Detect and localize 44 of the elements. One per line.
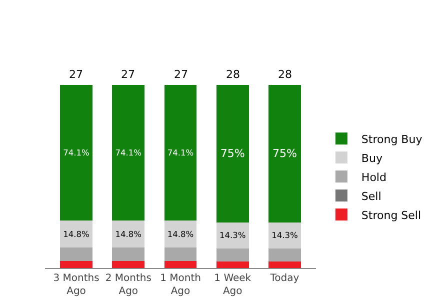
annotation: 28	[278, 68, 292, 81]
bar	[60, 85, 92, 221]
bar	[112, 261, 145, 268]
x-tick-label: Today	[269, 273, 300, 284]
bar	[164, 261, 197, 268]
bar	[216, 222, 249, 248]
data-label: 14.3%	[272, 230, 298, 240]
legend-label: Hold	[361, 170, 386, 184]
annotation: 27	[121, 68, 135, 81]
bar	[60, 248, 92, 262]
annotation: 27	[69, 68, 83, 81]
annotation: 28	[226, 68, 240, 81]
bar	[268, 85, 301, 222]
annotation: 27	[174, 68, 188, 81]
bar	[60, 261, 92, 268]
bar	[60, 220, 92, 248]
x-tick-label: 2 Months Ago	[105, 273, 152, 297]
data-label: 75%	[220, 147, 245, 160]
legend-label: Buy	[361, 152, 383, 165]
data-label: 75%	[272, 147, 297, 160]
legend-label: Strong Buy	[361, 132, 423, 146]
data-label: 14.8%	[63, 228, 90, 239]
legend-label: Sell	[361, 190, 382, 203]
bar	[164, 85, 197, 221]
x-tick-label: 1 Week Ago	[214, 273, 252, 297]
bar	[112, 220, 145, 248]
x-tick-label: 1 Month Ago	[160, 273, 201, 297]
bar	[112, 248, 145, 262]
data-label: 14.8%	[115, 228, 142, 239]
x-tick-label: 3 Months Ago	[53, 273, 100, 297]
bar	[164, 248, 197, 262]
bar	[216, 261, 249, 268]
data-label: 14.3%	[219, 230, 246, 240]
bar	[112, 85, 145, 221]
legend-label: Strong Sell	[361, 208, 422, 222]
bar	[216, 248, 249, 262]
bar	[216, 85, 249, 222]
data-label: 74.1%	[63, 147, 90, 158]
bar	[268, 261, 301, 268]
bar	[268, 248, 301, 262]
bar	[268, 222, 301, 248]
data-label: 14.8%	[167, 228, 194, 239]
data-label: 74.1%	[167, 147, 194, 158]
data-label: 74.1%	[115, 147, 142, 158]
